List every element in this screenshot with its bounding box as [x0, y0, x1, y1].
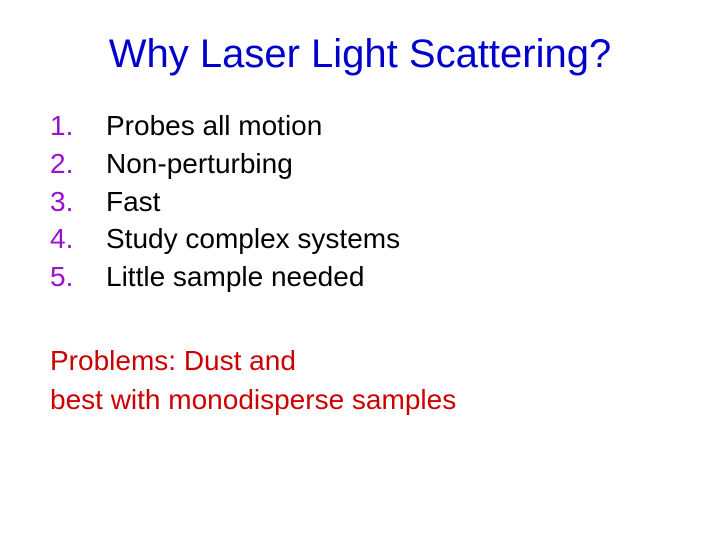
list-number: 2.: [50, 145, 106, 183]
list-item: 5. Little sample needed: [50, 258, 670, 296]
problems-line: best with monodisperse samples: [50, 380, 670, 419]
list-text: Fast: [106, 183, 160, 221]
list-item: 2. Non-perturbing: [50, 145, 670, 183]
list-number: 3.: [50, 183, 106, 221]
slide-container: Why Laser Light Scattering? 1. Probes al…: [0, 0, 720, 540]
list-number: 5.: [50, 258, 106, 296]
list-item: 4. Study complex systems: [50, 220, 670, 258]
problems-section: Problems: Dust and best with monodispers…: [50, 341, 670, 419]
problems-line: Problems: Dust and: [50, 341, 670, 380]
list-text: Probes all motion: [106, 107, 322, 145]
list-text: Little sample needed: [106, 258, 364, 296]
list-text: Non-perturbing: [106, 145, 293, 183]
list-item: 3. Fast: [50, 183, 670, 221]
list-number: 4.: [50, 220, 106, 258]
list-number: 1.: [50, 107, 106, 145]
slide-title: Why Laser Light Scattering?: [50, 32, 670, 77]
numbered-list: 1. Probes all motion 2. Non-perturbing 3…: [50, 107, 670, 296]
list-item: 1. Probes all motion: [50, 107, 670, 145]
list-text: Study complex systems: [106, 220, 400, 258]
